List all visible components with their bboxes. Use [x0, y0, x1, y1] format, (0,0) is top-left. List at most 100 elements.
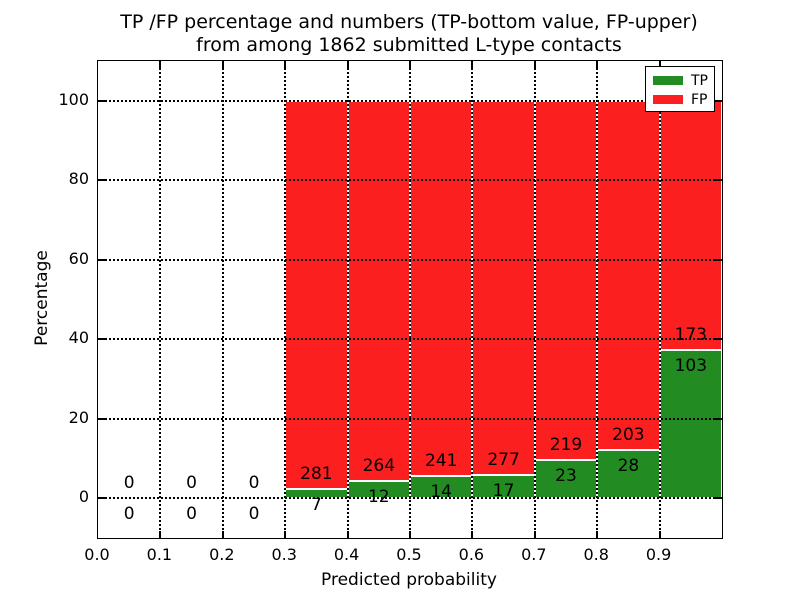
gridline-x-0.7 — [533, 61, 536, 538]
gridline-x-0.1 — [159, 61, 162, 538]
fp-count-label-0.75: 219 — [549, 435, 583, 456]
legend-label-fp: FP — [691, 91, 708, 108]
bar-fp-0.55 — [410, 100, 473, 477]
bar-fp-0.35 — [285, 100, 348, 489]
y-tick-left-0 — [98, 497, 105, 500]
y-tick-label-20: 20 — [68, 407, 89, 427]
x-tick-top-0.2 — [221, 61, 224, 68]
bar-tp-0.95 — [659, 349, 722, 499]
gridline-x-0.8 — [596, 61, 599, 538]
bar-fp-0.75 — [534, 100, 598, 461]
gridline-y-60 — [98, 258, 722, 261]
bar-fp-0.85 — [597, 100, 660, 451]
gridline-x-0.4 — [346, 61, 349, 538]
fp-count-label-0.55: 241 — [424, 451, 458, 472]
gridline-x-0.5 — [409, 61, 411, 538]
x-tick-bottom-0.6 — [471, 531, 474, 538]
tp-swatch-icon — [653, 76, 683, 85]
fp-count-label-0.35: 281 — [300, 463, 333, 484]
x-tick-bottom-0.1 — [159, 531, 162, 538]
y-tick-left-80 — [98, 179, 105, 182]
fp-count-label-0.05: 0 — [123, 473, 135, 494]
y-tick-left-60 — [98, 258, 105, 261]
gridline-y-40 — [98, 338, 722, 341]
y-tick-label-80: 80 — [68, 169, 89, 189]
gridline-x-0.2 — [221, 61, 224, 538]
x-tick-label-0.5: 0.5 — [396, 545, 422, 564]
x-tick-bottom-0.3 — [284, 531, 287, 538]
bar-fp-0.45 — [347, 100, 410, 481]
plot-area: 0 0 0 0 0 0 281 7 264 12 241 14 277 17 219 23 203 28 173 10… — [97, 60, 723, 539]
y-tick-right-80 — [715, 179, 722, 182]
x-tick-top-0.5 — [409, 61, 411, 68]
tp-count-label-0.45: 12 — [367, 486, 390, 507]
y-tick-right-60 — [715, 258, 722, 261]
tp-count-label-0.05: 0 — [123, 504, 135, 525]
tp-count-label-0.35: 7 — [310, 494, 322, 515]
x-tick-bottom-0.8 — [596, 531, 599, 538]
x-tick-label-0.6: 0.6 — [458, 545, 485, 564]
x-tick-bottom-0.2 — [221, 531, 224, 538]
x-tick-bottom-0.7 — [533, 531, 536, 538]
fp-count-label-0.45: 264 — [362, 455, 396, 476]
x-tick-bottom-0.9 — [658, 531, 661, 538]
fp-count-label-0.65: 277 — [487, 450, 520, 471]
legend-label-tp: TP — [691, 72, 708, 89]
legend-entry-fp: FP — [653, 90, 708, 109]
x-tick-bottom-0.4 — [346, 531, 349, 538]
tp-count-label-0.65: 17 — [492, 481, 515, 502]
y-tick-right-20 — [715, 417, 722, 420]
x-axis-label: Predicted probability — [321, 570, 497, 590]
y-tick-left-20 — [98, 417, 105, 420]
y-tick-label-0: 0 — [78, 487, 89, 507]
gridline-y-20 — [98, 417, 722, 420]
chart-title: TP /FP percentage and numbers (TP-bottom… — [97, 11, 721, 57]
y-tick-right-0 — [715, 497, 722, 500]
y-tick-right-40 — [715, 338, 722, 341]
gridline-x-0.6 — [471, 61, 474, 538]
y-tick-left-40 — [98, 338, 105, 341]
y-tick-label-60: 60 — [68, 248, 89, 268]
gridline-x-0.3 — [284, 61, 287, 538]
gridline-y-100 — [98, 99, 722, 102]
chart-title-line1: TP /FP percentage and numbers (TP-bottom… — [120, 11, 698, 33]
gridline-x-0.9 — [658, 61, 661, 538]
x-tick-top-0.1 — [159, 61, 162, 68]
x-tick-label-0.4: 0.4 — [333, 545, 360, 564]
x-tick-top-0.6 — [471, 61, 474, 68]
x-tick-label-0.8: 0.8 — [583, 545, 609, 564]
x-tick-bottom-0.5 — [409, 531, 411, 538]
tp-count-label-0.95: 103 — [674, 355, 708, 376]
fp-count-label-0.85: 203 — [612, 425, 645, 446]
fp-count-label-0.15: 0 — [186, 473, 197, 494]
x-tick-label-0.7: 0.7 — [521, 545, 547, 564]
x-tick-top-0.8 — [596, 61, 599, 68]
tp-count-label-0.75: 23 — [555, 466, 577, 487]
x-tick-label-0.3: 0.3 — [271, 545, 297, 564]
legend-entry-tp: TP — [653, 71, 708, 90]
fp-swatch-icon — [653, 95, 683, 104]
tp-count-label-0.15: 0 — [186, 504, 197, 525]
bar-fp-0.95 — [659, 100, 722, 350]
bar-tp-0.75 — [534, 460, 598, 499]
chart-title-line2: from among 1862 submitted L-type contact… — [196, 34, 622, 56]
gridline-y-0 — [98, 497, 722, 500]
legend: TP FP — [645, 66, 715, 112]
fp-count-label-0.25: 0 — [248, 473, 260, 494]
y-tick-label-100: 100 — [58, 89, 89, 109]
x-tick-top-0.9 — [658, 61, 661, 68]
x-tick-top-0.3 — [284, 61, 287, 68]
y-tick-left-100 — [98, 99, 105, 102]
y-tick-right-100 — [715, 99, 722, 102]
fp-count-label-0.95: 173 — [674, 324, 708, 345]
tp-count-label-0.55: 14 — [430, 482, 452, 503]
x-tick-top-0.4 — [346, 61, 349, 68]
y-tick-label-40: 40 — [68, 328, 89, 348]
x-tick-label-0.1: 0.1 — [146, 545, 173, 564]
x-tick-label-0.9: 0.9 — [645, 545, 672, 564]
x-tick-top-0.7 — [533, 61, 536, 68]
tp-count-label-0.85: 28 — [617, 456, 640, 477]
gridline-y-80 — [98, 179, 722, 182]
x-tick-label-0.0: 0.0 — [84, 545, 110, 564]
